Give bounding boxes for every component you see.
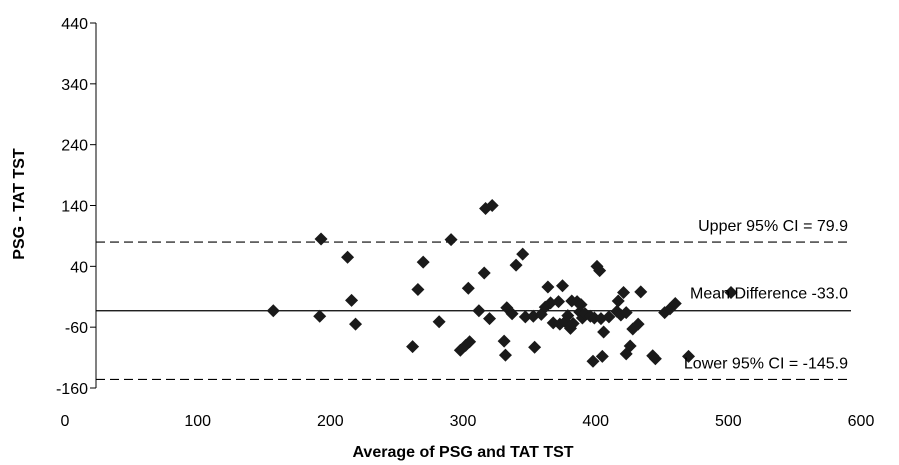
data-point [724,285,738,299]
data-point [483,312,497,326]
data-point [586,354,600,368]
y-tick-label: 140 [61,199,88,216]
data-point [416,255,430,269]
lower-ci-label: Lower 95% CI = -145.9 [684,355,848,372]
y-axis-title: PSG - TAT TST [11,148,28,260]
data-point [561,309,575,323]
axes: -160 -60 40 140 240 340 440 0 100 200 300 400 500 600 [56,16,874,430]
data-point [528,340,542,354]
data-point [472,304,486,318]
x-tick-label: 300 [450,413,477,430]
data-point [314,232,328,246]
data-point [602,310,616,324]
data-point [593,264,607,278]
data-point [500,301,514,315]
data-point [634,285,648,299]
data-point [623,339,637,353]
y-tick-label: 40 [70,259,88,276]
data-point [406,340,420,354]
x-tick-label: 400 [582,413,609,430]
data-point [668,296,682,310]
y-tick-label: 240 [61,138,88,155]
x-tick-label: 500 [715,413,742,430]
data-point [313,309,327,323]
data-point [266,304,280,318]
data-point [444,233,458,247]
data-point [682,349,696,363]
x-tick-label: 600 [848,413,875,430]
data-point [349,317,363,331]
x-tick-label: 200 [317,413,344,430]
data-point [541,280,555,294]
data-point [477,266,491,280]
x-axis-title: Average of PSG and TAT TST [352,444,573,461]
data-point [485,199,499,212]
x-tick-label: 100 [184,413,211,430]
data-point [611,294,625,308]
data-point [552,295,566,309]
x-tick-label: 0 [61,413,70,430]
data-point [432,315,446,329]
mean-difference-label: Mean Difference -33.0 [690,286,848,303]
data-point [516,247,530,261]
data-points [266,199,738,368]
data-point [648,352,662,366]
data-point [566,317,580,331]
data-point [556,279,569,293]
data-point [619,306,633,320]
data-point [461,281,475,295]
data-point [597,325,611,339]
data-point [498,348,512,362]
y-tick-label: 340 [61,77,88,94]
data-point [497,334,511,348]
upper-ci-label: Upper 95% CI = 79.9 [698,218,848,235]
reference-line-labels: Upper 95% CI = 79.9 Mean Difference -33.0… [684,218,848,372]
data-point [341,250,355,264]
data-point [631,317,645,331]
y-tick-label: 440 [61,16,88,33]
data-point [518,310,532,324]
y-tick-label: -160 [56,381,88,398]
data-point [411,282,425,296]
data-point [617,285,631,299]
data-point [544,296,558,310]
data-point [463,335,477,349]
data-point [505,307,519,321]
data-point [574,298,588,312]
data-point [509,258,523,272]
y-tick-label: -60 [65,320,88,337]
data-point [345,293,359,307]
data-point [595,349,609,363]
